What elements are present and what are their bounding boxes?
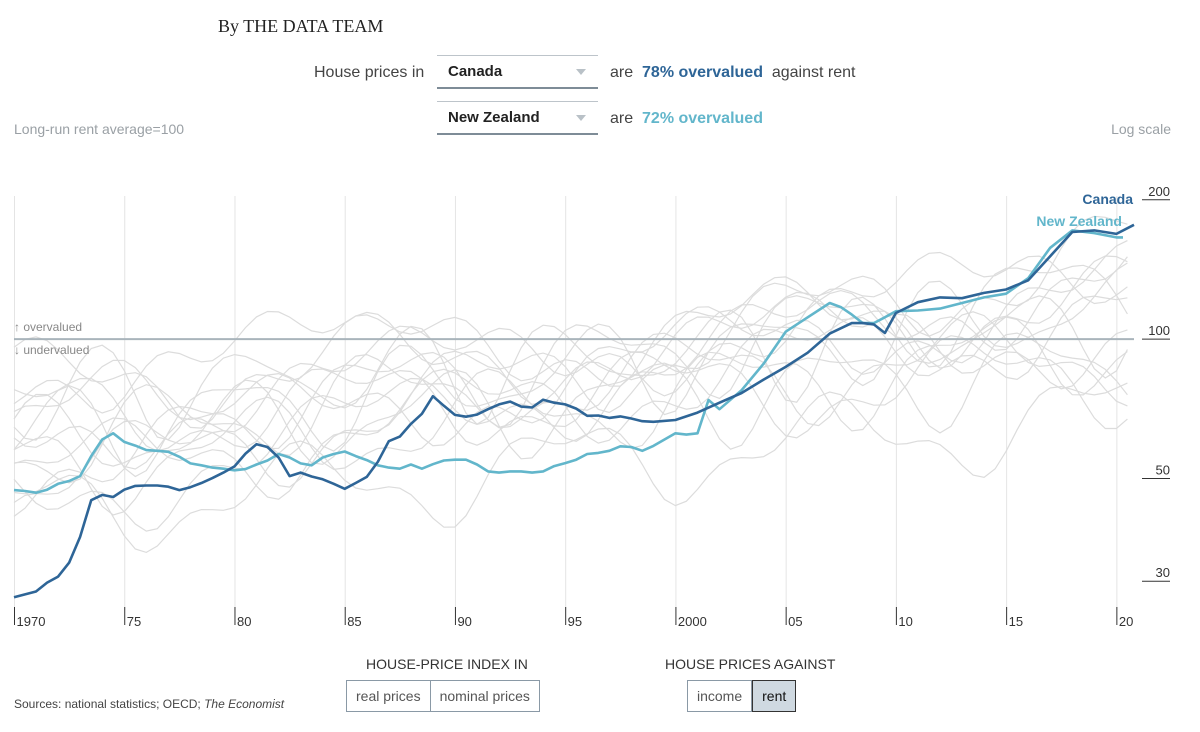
undervalued-label: ↓ undervalued [14,343,89,357]
y-tick-label: 200 [1148,184,1170,199]
x-tick-label: 20 [1119,614,1133,629]
x-tick-label: 2000 [678,614,707,629]
y-tick-label: 50 [1156,463,1170,478]
verdict2-percent: 72% overvalued [642,110,763,127]
x-tick-label: 95 [568,614,582,629]
nominal-prices-button[interactable]: nominal prices [430,680,540,712]
real-prices-button[interactable]: real prices [346,680,431,712]
new-zealand-series-line [13,229,1123,494]
country-selector-row-1: House prices in [314,55,914,91]
chevron-down-icon [576,69,586,75]
index-control-title: HOUSE-PRICE INDEX IN [366,656,528,672]
index-toggle-group: real prices nominal prices [346,680,540,712]
background-country-line [13,295,1128,500]
log-scale-note: Log scale [1111,121,1171,137]
x-tick-label: 85 [347,614,361,629]
background-country-line [13,240,1128,517]
house-price-chart: 1970 75 80 85 90 95 2000 05 10 15 20 200 100 50 30 ↑ ov… [13,184,1170,629]
verdict-country1: are 78% overvalued against rent [610,64,855,82]
background-country-line [13,262,1128,478]
background-country-line [13,382,1128,554]
x-tick-label: 1970 [17,614,46,629]
overvalued-label: ↑ overvalued [14,320,82,334]
canada-series-label: Canada [1082,191,1133,207]
x-tick-label: 15 [1009,614,1023,629]
x-tick-label: 05 [788,614,802,629]
background-country-line [13,291,1128,414]
sources-text: Sources: national statistics; OECD; [14,697,205,711]
byline: By THE DATA TEAM [218,16,384,36]
background-country-line [13,256,1128,532]
country2-dropdown[interactable]: New Zealand [437,101,598,135]
rent-button[interactable]: rent [752,680,797,712]
background-country-line [13,332,1128,467]
verdict1-are: are [610,64,634,81]
background-country-line [13,255,1128,429]
x-tick-label: 10 [898,614,912,629]
selector-prefix: House prices in [314,64,425,81]
verdict2-are: are [610,110,634,127]
verdict1-suffix: against rent [771,64,856,81]
chevron-down-icon [576,115,586,121]
x-tick-label: 90 [457,614,471,629]
index-base-note: Long-run rent average=100 [14,121,185,137]
against-control-title: HOUSE PRICES AGAINST [665,656,836,672]
verdict-country2: are 72% overvalued [610,110,763,128]
sources-publication: The Economist [204,697,285,711]
x-tick-label: 75 [127,614,141,629]
country1-value: Canada [448,63,503,80]
country2-value: New Zealand [448,109,540,126]
y-tick-label: 30 [1156,565,1170,580]
country1-dropdown[interactable]: Canada [437,55,598,89]
sources-note: Sources: national statistics; OECD; The … [14,697,284,711]
verdict1-percent: 78% overvalued [642,64,763,81]
y-tick-label: 100 [1148,323,1170,338]
background-country-line [13,264,1128,484]
background-country-line [13,335,1128,452]
x-tick-label: 80 [237,614,251,629]
income-button[interactable]: income [687,680,753,712]
canada-series-line [13,223,1135,599]
against-toggle-group: income rent [687,680,797,712]
new-zealand-series-label: New Zealand [1036,213,1122,229]
